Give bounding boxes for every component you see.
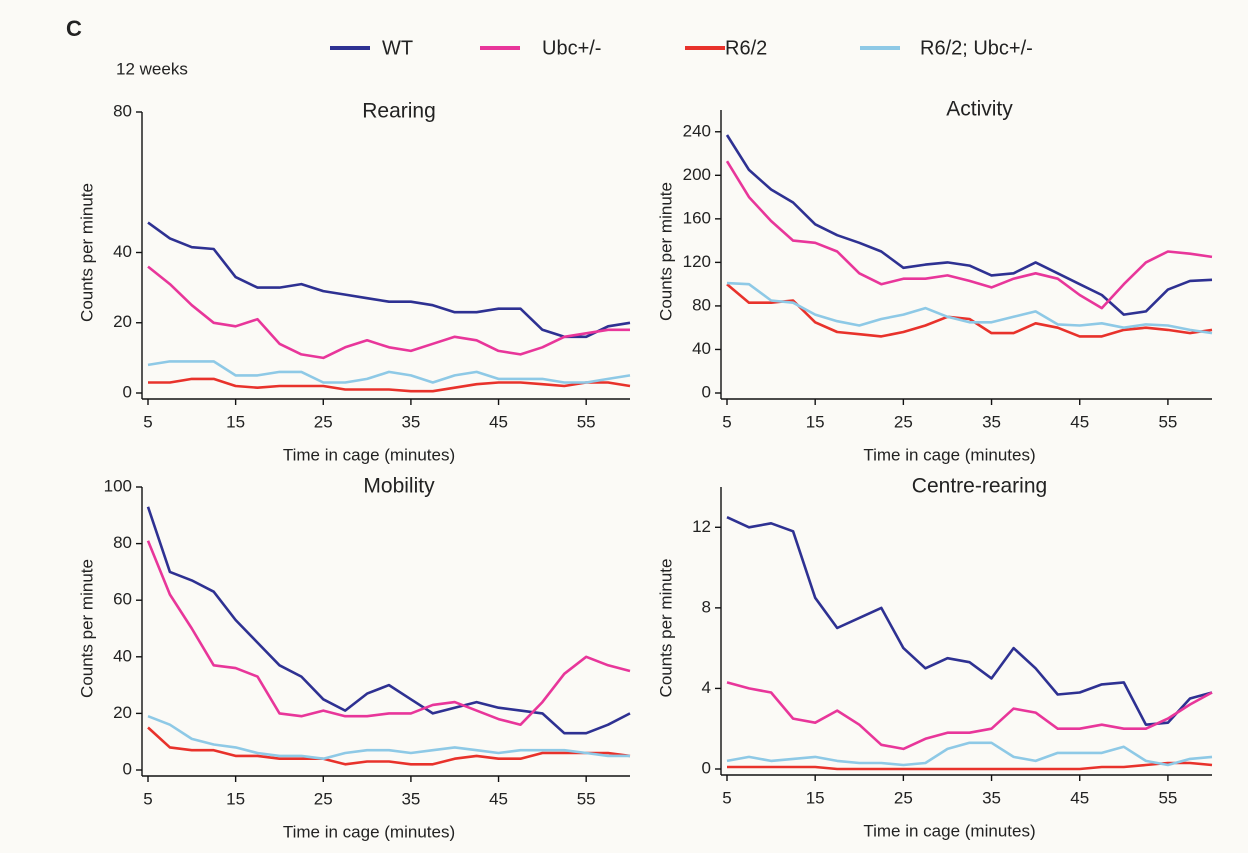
x-tick-label: 45 — [1070, 412, 1089, 431]
x-tick-label: 35 — [401, 412, 420, 431]
series-line — [147, 726, 631, 766]
chart-title: Mobility — [363, 475, 435, 498]
x-tick-label: 45 — [489, 789, 508, 808]
y-tick-label: 80 — [113, 101, 132, 120]
y-tick-label: 40 — [113, 242, 132, 261]
x-tick-label: 25 — [894, 788, 913, 807]
y-tick-label: 20 — [113, 703, 132, 722]
y-tick-label: 0 — [123, 382, 132, 401]
y-tick-label: 0 — [123, 759, 132, 778]
panel-label: C — [66, 16, 82, 41]
chart-title: Rearing — [362, 100, 436, 123]
series-line — [726, 283, 1213, 338]
x-tick-label: 25 — [894, 412, 913, 431]
y-tick-label: 4 — [702, 678, 711, 697]
x-tick-label: 5 — [143, 412, 152, 431]
x-tick-label: 5 — [143, 789, 152, 808]
series-line — [147, 221, 631, 339]
y-tick-label: 100 — [104, 476, 132, 495]
chart-title: Centre-rearing — [912, 475, 1047, 498]
x-axis-label: Time in cage (minutes) — [283, 445, 455, 464]
legend-label: R6/2; Ubc+/- — [920, 37, 1033, 59]
x-tick-label: 5 — [722, 788, 731, 807]
x-tick-label: 15 — [226, 412, 245, 431]
x-axis-label: Time in cage (minutes) — [863, 821, 1035, 840]
y-tick-label: 8 — [702, 597, 711, 616]
x-tick-label: 15 — [226, 789, 245, 808]
y-tick-label: 120 — [683, 252, 711, 271]
x-tick-label: 25 — [314, 789, 333, 808]
x-tick-label: 35 — [982, 412, 1001, 431]
y-tick-label: 40 — [692, 339, 711, 358]
y-tick-label: 160 — [683, 208, 711, 227]
series-line — [148, 377, 631, 393]
y-tick-label: 80 — [692, 295, 711, 314]
x-tick-label: 5 — [722, 412, 731, 431]
x-tick-label: 55 — [1158, 412, 1177, 431]
y-axis-label: Counts per minute — [77, 559, 96, 698]
y-tick-label: 240 — [683, 121, 711, 140]
chart-title: Activity — [946, 98, 1013, 121]
x-tick-label: 35 — [401, 789, 420, 808]
y-tick-label: 200 — [683, 165, 711, 184]
subtitle: 12 weeks — [116, 59, 188, 78]
x-tick-label: 15 — [806, 788, 825, 807]
series-line — [726, 741, 1213, 767]
x-tick-label: 55 — [577, 789, 596, 808]
legend-label: Ubc+/- — [542, 37, 601, 59]
series-line — [726, 681, 1213, 751]
series-line — [147, 714, 630, 760]
x-tick-label: 25 — [314, 412, 333, 431]
y-tick-label: 40 — [113, 646, 132, 665]
legend-label: WT — [382, 37, 413, 59]
y-tick-label: 0 — [702, 382, 711, 401]
legend-label: R6/2 — [725, 37, 767, 59]
x-tick-label: 55 — [577, 412, 596, 431]
x-tick-label: 45 — [1070, 788, 1089, 807]
y-axis-label: Counts per minute — [656, 559, 675, 698]
y-tick-label: 80 — [113, 533, 132, 552]
x-axis-label: Time in cage (minutes) — [283, 822, 455, 841]
y-tick-label: 20 — [113, 312, 132, 331]
x-tick-label: 55 — [1158, 788, 1177, 807]
series-line — [726, 516, 1213, 726]
x-axis-label: Time in cage (minutes) — [863, 445, 1035, 464]
series-line — [727, 761, 1213, 771]
series-line — [146, 540, 631, 726]
series-line — [725, 160, 1213, 310]
x-tick-label: 45 — [489, 412, 508, 431]
series-line — [147, 360, 631, 384]
y-tick-label: 12 — [692, 517, 711, 536]
series-line — [147, 265, 630, 360]
series-line — [726, 281, 1213, 335]
y-tick-label: 0 — [702, 758, 711, 777]
y-axis-label: Counts per minute — [656, 182, 675, 321]
x-tick-label: 35 — [982, 788, 1001, 807]
y-axis-label: Counts per minute — [77, 183, 96, 322]
y-tick-label: 60 — [113, 590, 132, 609]
x-tick-label: 15 — [806, 412, 825, 431]
series-line — [146, 506, 631, 735]
series-line — [725, 134, 1213, 316]
